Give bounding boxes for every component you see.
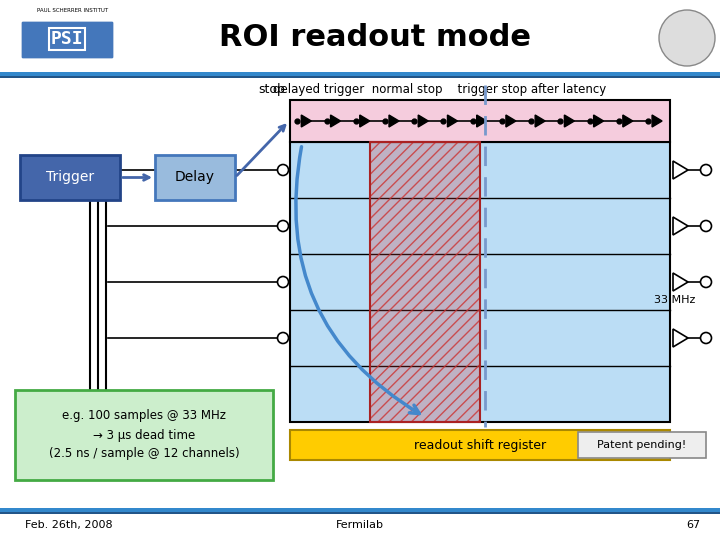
Circle shape (277, 276, 289, 287)
Circle shape (659, 10, 715, 66)
Bar (22, 22, 112, 57)
Polygon shape (418, 115, 428, 127)
Polygon shape (535, 115, 545, 127)
Polygon shape (623, 115, 633, 127)
Bar (20, 155, 120, 200)
Polygon shape (477, 115, 487, 127)
Bar (0, 508, 720, 512)
Circle shape (701, 333, 711, 343)
Bar (0, 512, 720, 514)
Bar (370, 142, 480, 422)
Bar (10, 8, 125, 63)
Bar (0, 510, 720, 540)
Text: Trigger: Trigger (46, 171, 94, 185)
Text: ROI readout mode: ROI readout mode (219, 24, 531, 52)
Bar (290, 430, 670, 460)
Polygon shape (673, 217, 688, 235)
Text: Fermilab: Fermilab (336, 520, 384, 530)
Text: Patent pending!: Patent pending! (598, 440, 687, 450)
FancyArrowPatch shape (296, 147, 419, 414)
Circle shape (277, 165, 289, 176)
Bar (290, 100, 670, 142)
Bar (15, 390, 273, 480)
Bar (660, 5, 715, 67)
Text: Delay: Delay (175, 171, 215, 185)
Circle shape (277, 220, 289, 232)
Circle shape (701, 220, 711, 232)
Bar (370, 142, 480, 422)
Polygon shape (564, 115, 575, 127)
Text: stop: stop (258, 83, 285, 96)
Bar (155, 155, 235, 200)
Circle shape (277, 333, 289, 343)
Text: PSI: PSI (50, 30, 84, 48)
Bar (0, 0, 720, 75)
Text: 67: 67 (686, 520, 700, 530)
Polygon shape (447, 115, 457, 127)
Bar (0, 76, 720, 78)
Polygon shape (673, 329, 688, 347)
Text: 33 MHz: 33 MHz (654, 295, 695, 305)
Polygon shape (673, 161, 688, 179)
Polygon shape (389, 115, 399, 127)
Text: PAUL SCHERRER INSTITUT: PAUL SCHERRER INSTITUT (37, 8, 108, 13)
Bar (370, 142, 480, 422)
Text: Feb. 26th, 2008: Feb. 26th, 2008 (25, 520, 112, 530)
Text: delayed trigger  normal stop    trigger stop after latency: delayed trigger normal stop trigger stop… (274, 84, 607, 97)
Text: e.g. 100 samples @ 33 MHz
→ 3 μs dead time
(2.5 ns / sample @ 12 channels): e.g. 100 samples @ 33 MHz → 3 μs dead ti… (49, 409, 239, 461)
Circle shape (701, 165, 711, 176)
Polygon shape (301, 115, 311, 127)
Bar (290, 142, 670, 422)
Circle shape (701, 276, 711, 287)
Polygon shape (593, 115, 603, 127)
Bar (22, 22, 112, 57)
Polygon shape (673, 273, 688, 291)
Text: readout shift register: readout shift register (414, 438, 546, 451)
Bar (0, 72, 720, 76)
Bar (578, 432, 706, 458)
Polygon shape (652, 115, 662, 127)
Polygon shape (506, 115, 516, 127)
Polygon shape (330, 115, 341, 127)
Polygon shape (360, 115, 370, 127)
